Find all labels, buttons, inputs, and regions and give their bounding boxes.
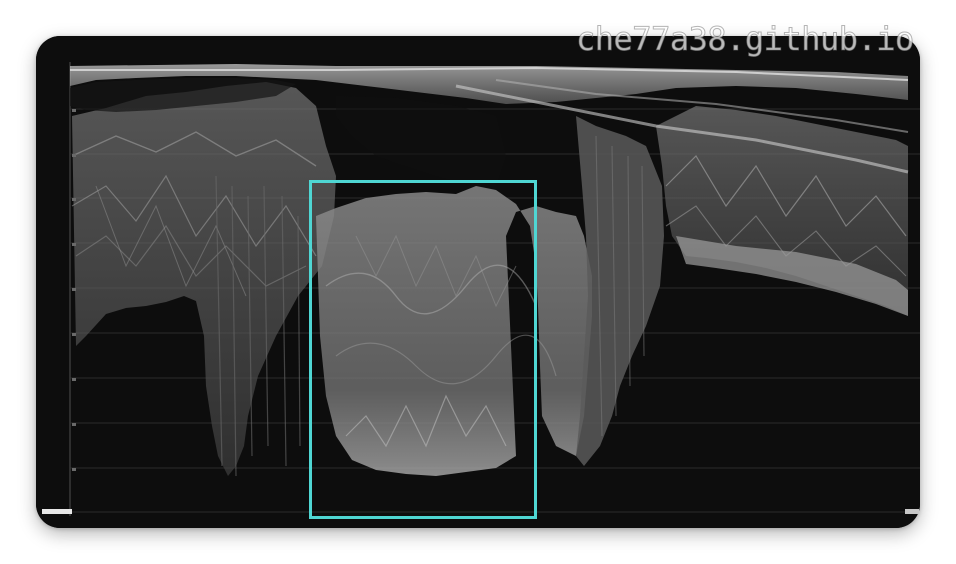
highlight-box bbox=[309, 180, 537, 519]
waveform-image bbox=[36, 36, 920, 528]
watermark-text: che77a38.github.io bbox=[576, 20, 915, 59]
baseline-marker-right bbox=[905, 509, 919, 514]
baseline-marker bbox=[42, 509, 72, 514]
waveform-scope bbox=[36, 36, 920, 528]
